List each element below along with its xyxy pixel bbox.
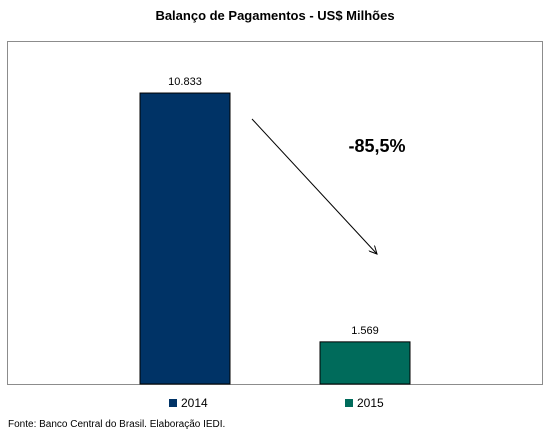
legend-swatch-2014 xyxy=(169,399,177,407)
chart-legend: 2014 2015 xyxy=(0,396,550,412)
legend-label-2014: 2014 xyxy=(181,396,208,410)
change-arrow xyxy=(251,118,377,254)
data-label-2015: 1.569 xyxy=(351,325,379,337)
legend-swatch-2015 xyxy=(345,399,353,407)
source-note: Fonte: Banco Central do Brasil. Elaboraç… xyxy=(8,419,226,430)
plot-area xyxy=(7,41,543,385)
bar-2014 xyxy=(139,92,231,385)
bar-2015 xyxy=(319,341,411,385)
change-annotation: -85,5% xyxy=(348,136,405,156)
legend-item-2014: 2014 xyxy=(169,396,208,410)
legend-item-2015: 2015 xyxy=(345,396,384,410)
chart-title: Balanço de Pagamentos - US$ Milhões xyxy=(155,8,395,23)
legend-label-2015: 2015 xyxy=(357,396,384,410)
data-label-2014: 10.833 xyxy=(168,76,202,88)
